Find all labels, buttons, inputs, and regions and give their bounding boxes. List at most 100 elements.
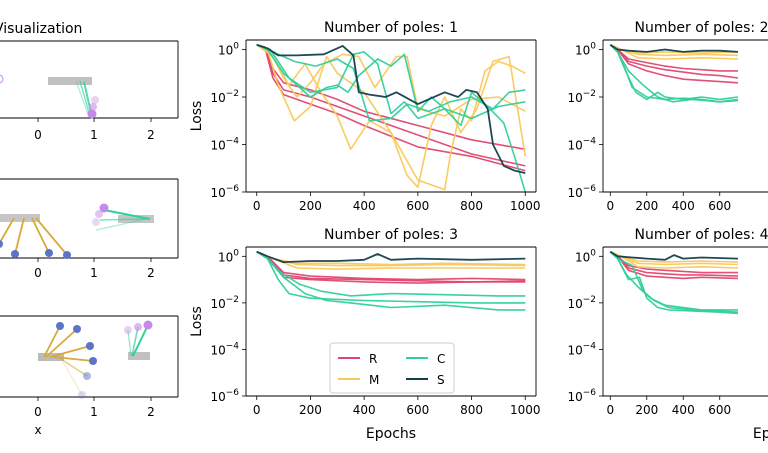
y-tick-exponent: −4: [226, 137, 240, 147]
series-line-r: [609, 44, 738, 72]
y-tick-base: 10: [567, 139, 582, 153]
y-tick-base: 10: [575, 44, 590, 58]
y-tick-exponent: −6: [226, 388, 240, 398]
y-tick-label: 10−6: [210, 388, 239, 404]
y-tick-exponent: −6: [226, 184, 240, 194]
bob-trail: [124, 326, 132, 334]
y-tick-label: 100: [575, 42, 596, 58]
bob: [11, 250, 19, 258]
loss-chart-poles-3: Number of poles: 30 200 400 600 800 100010010…: [189, 227, 541, 442]
chart-title: Number of poles: 2: [635, 20, 768, 36]
y-tick-label: 10−4: [567, 341, 596, 357]
x-tick-label: 0: [34, 405, 42, 419]
series-group: [609, 44, 739, 103]
x-tick-label: 2: [147, 405, 155, 419]
bob: [73, 325, 81, 333]
rod: [57, 356, 88, 377]
y-tick-label: 10−6: [567, 388, 596, 404]
y-axis-label: Loss: [189, 306, 205, 337]
x-tick-label: 2: [147, 128, 155, 142]
y-tick-exponent: 0: [590, 248, 596, 258]
x-tick-label: 800: [460, 403, 483, 417]
chart-title: Number of poles: 4: [635, 227, 768, 243]
x-tick-label: 1000: [510, 199, 541, 213]
x-tick-label: 1: [90, 128, 98, 142]
pendulum-2b: [92, 203, 154, 231]
y-tick-exponent: −2: [583, 295, 596, 305]
rod: [0, 217, 15, 245]
y-tick-base: 10: [210, 343, 225, 357]
series-line-r: [256, 250, 526, 283]
x-tick-label: 0: [34, 128, 42, 142]
x-ticks-panel-3: 0 1 2: [34, 397, 155, 419]
series-group: [256, 43, 527, 192]
bob: [63, 251, 71, 259]
y-tick-base: 10: [210, 297, 225, 311]
y-tick-exponent: −6: [583, 388, 597, 398]
series-line-r: [256, 44, 526, 172]
bob: [0, 240, 3, 248]
y-tick-label: 100: [218, 248, 239, 264]
y-tick-label: 100: [218, 42, 239, 58]
y-tick-exponent: −4: [583, 341, 597, 351]
y-tick-base: 10: [210, 390, 225, 404]
x-tick-label: 400: [353, 403, 376, 417]
y-tick-base: 10: [567, 297, 582, 311]
rod: [127, 329, 132, 357]
y-tick-exponent: −2: [583, 89, 596, 99]
legend-label: S: [437, 373, 445, 387]
legend-box: [329, 342, 455, 394]
visualization-panel-3: 0 1 2 x: [0, 315, 179, 437]
x-tick-label: 600: [708, 403, 731, 417]
legend-label: C: [437, 352, 445, 366]
rod-trail: [79, 80, 91, 117]
y-tick-exponent: −2: [226, 295, 239, 305]
pivot-trail: [0, 214, 40, 222]
bob: [143, 320, 153, 330]
rod: [99, 218, 149, 221]
x-tick-label: 400: [353, 199, 376, 213]
series-group: [256, 250, 526, 311]
bob: [99, 203, 109, 213]
y-tick-label: 10−2: [567, 89, 596, 105]
x-tick-label: 0: [253, 199, 261, 213]
x-tick-label: 200: [299, 403, 322, 417]
series-line-r: [256, 250, 526, 281]
bob: [87, 109, 97, 119]
y-tick-base: 10: [210, 91, 225, 105]
rod: [59, 356, 83, 396]
bob-trail: [78, 391, 86, 399]
y-tick-base: 10: [210, 186, 225, 200]
y-tick-label: 10−2: [567, 295, 596, 311]
series-line-s: [256, 43, 526, 174]
y-tick-exponent: −4: [583, 137, 597, 147]
x-tick-label: 800: [460, 199, 483, 213]
legend-label: M: [369, 373, 379, 387]
x-ticks-panel-2: 0 1 2: [34, 258, 155, 280]
rod: [53, 356, 94, 362]
bob-trail: [83, 372, 91, 380]
x-tick-label: 0: [606, 403, 614, 417]
x-tick-label: 200: [299, 199, 322, 213]
rod: [14, 217, 25, 255]
series-line-c: [609, 44, 739, 103]
legend: R C M S: [329, 342, 455, 394]
y-tick-base: 10: [567, 91, 582, 105]
bob-trail: [95, 210, 103, 218]
x-tick-label: 600: [406, 403, 429, 417]
series-line-m: [256, 44, 526, 191]
series-line-c: [609, 44, 739, 101]
bob-trail: [89, 103, 97, 111]
x-tick-label: 600: [406, 199, 429, 213]
y-tick-exponent: −6: [583, 184, 597, 194]
x-axis-label: Epochs: [366, 426, 416, 442]
bob-trail: [92, 218, 100, 226]
bob-trail: [91, 96, 99, 104]
y-tick-base: 10: [575, 250, 590, 264]
series-line-s: [609, 44, 739, 53]
rod: [103, 209, 151, 220]
x-tick-label: 1000: [510, 403, 541, 417]
stray-marker: [0, 74, 4, 84]
series-line-r: [609, 251, 738, 274]
